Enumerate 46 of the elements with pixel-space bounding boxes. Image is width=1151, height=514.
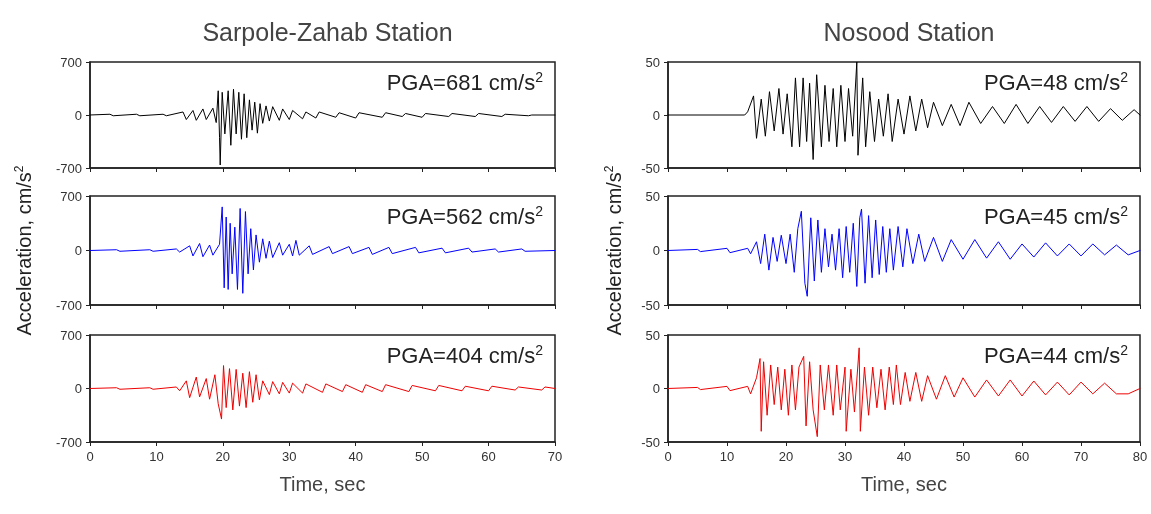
line-series	[667, 208, 1141, 297]
x-tick-label: 40	[348, 449, 363, 464]
y-tick-label: -50	[641, 160, 660, 176]
x-axis-title: Time, sec	[279, 473, 366, 495]
chart-title: Sarpole-Zahab Station	[202, 17, 453, 46]
y-tick-label: 700	[60, 54, 82, 70]
y-tick-label: 50	[645, 54, 660, 70]
x-tick-label: 20	[778, 449, 794, 464]
x-tick-label: 60	[1014, 449, 1030, 464]
x-tick-label: 0	[86, 449, 94, 464]
x-tick-label: 30	[837, 449, 853, 464]
y-tick-label: 50	[645, 188, 660, 204]
x-tick-label: 40	[896, 449, 912, 464]
y-tick-label: 0	[652, 243, 660, 258]
x-tick-label: 10	[149, 449, 164, 464]
y-tick-label: 0	[74, 243, 82, 258]
y-tick-label: -50	[641, 434, 660, 450]
x-tick-label: 20	[215, 449, 231, 464]
y-tick-label: 0	[652, 107, 660, 123]
x-tick-label: 10	[719, 449, 735, 464]
x-tick-label: 60	[481, 449, 496, 464]
y-tick-label: -50	[641, 297, 660, 313]
y-tick-label: -700	[55, 434, 82, 450]
y-tick-label: 700	[60, 188, 82, 204]
y-tick-label: -700	[55, 160, 82, 176]
y-tick-label: 50	[645, 327, 660, 343]
y-tick-label: 0	[74, 107, 82, 123]
y-tick-label: 0	[652, 381, 660, 396]
x-tick-label: 80	[1132, 449, 1148, 464]
line-series	[89, 365, 556, 420]
x-tick-label: 0	[664, 449, 672, 464]
x-tick-label: 50	[414, 449, 430, 464]
x-tick-label: 70	[547, 449, 563, 464]
chart-title: Nosood Station	[823, 17, 995, 46]
y-tick-label: -700	[55, 297, 82, 313]
x-tick-label: 30	[282, 449, 297, 464]
x-axis-title: Time, sec	[861, 473, 947, 495]
line-series	[667, 347, 1141, 438]
y-axis-title: Acceleration, cm/s2	[12, 165, 35, 336]
line-series	[667, 61, 1141, 161]
y-tick-label: 700	[60, 327, 82, 343]
x-tick-label: 50	[955, 449, 971, 464]
y-axis-title: Acceleration, cm/s2	[602, 165, 625, 336]
y-tick-label: 0	[74, 381, 82, 396]
x-tick-label: 70	[1073, 449, 1089, 464]
line-series	[89, 206, 556, 294]
